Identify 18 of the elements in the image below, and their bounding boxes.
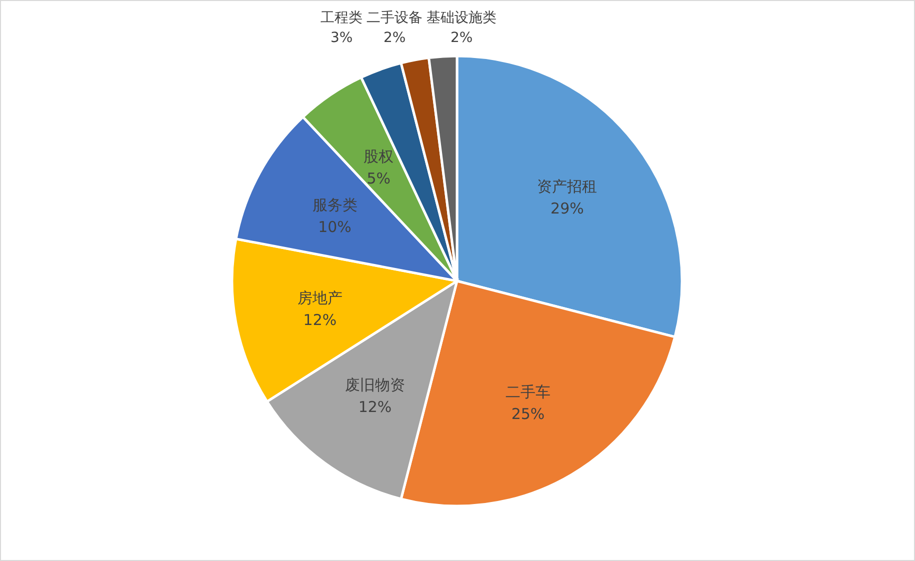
- data-label: 12%: [303, 311, 337, 330]
- slice-label: 工程类: [320, 10, 363, 26]
- slice-label: 股权: [364, 148, 394, 166]
- slice-label: 资产招租: [537, 178, 598, 196]
- slice-label: 二手车: [506, 383, 551, 402]
- slice-label: 二手设备: [366, 10, 423, 26]
- data-label: 3%: [330, 30, 353, 46]
- data-label: 10%: [318, 218, 352, 236]
- data-label: 29%: [550, 200, 584, 218]
- slice-label: 基础设施类: [426, 10, 497, 26]
- slice-label: 废旧物资: [345, 376, 406, 394]
- data-label: 5%: [366, 170, 390, 188]
- data-label: 2%: [384, 30, 406, 46]
- slice-label: 房地产: [297, 289, 342, 308]
- data-label: 25%: [511, 405, 545, 424]
- data-label: 12%: [358, 398, 392, 416]
- slice-label: 服务类: [312, 196, 358, 214]
- data-label: 2%: [450, 30, 473, 46]
